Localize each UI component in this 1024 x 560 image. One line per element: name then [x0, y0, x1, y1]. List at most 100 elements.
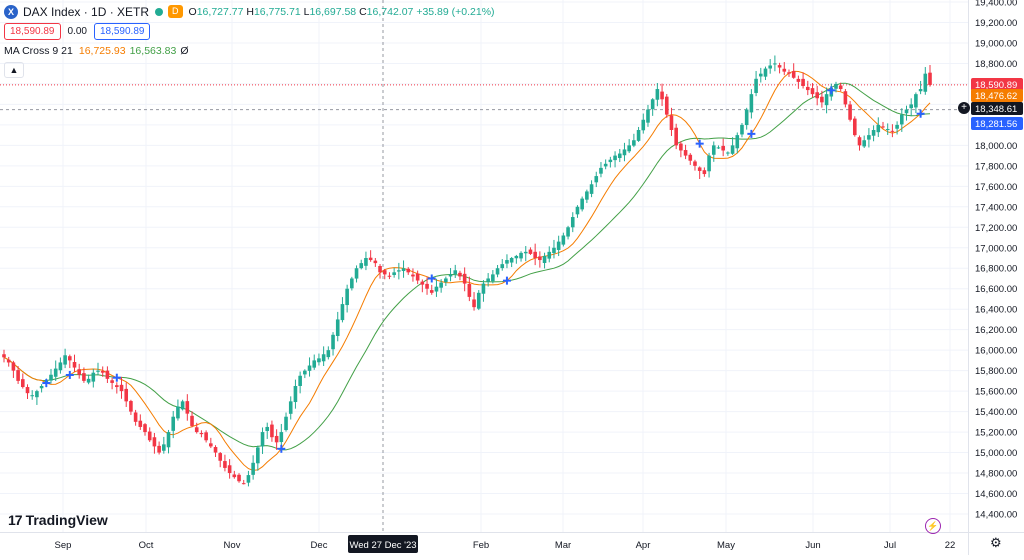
candle-body	[425, 283, 429, 289]
candle-body	[58, 362, 63, 371]
gear-icon[interactable]: ⚙	[990, 535, 1002, 550]
price-label-fast_ma: 18,476.62	[975, 91, 1017, 102]
candle-body	[928, 72, 932, 85]
price-label-box	[971, 89, 1023, 102]
candle-body	[815, 92, 819, 99]
candle-body	[857, 137, 862, 146]
candle-body	[16, 370, 20, 381]
price-label-box	[971, 102, 1023, 115]
symbol-row: X DAX Index · 1D · XETR D O16,727.77 H16…	[4, 3, 495, 20]
status-badge: D	[168, 5, 183, 18]
candle-body	[824, 94, 829, 106]
candle-body	[683, 150, 688, 156]
candle-body	[359, 263, 364, 269]
buy-button[interactable]: 18,590.89	[93, 23, 151, 40]
indicator-label[interactable]: MA Cross 9 21	[4, 44, 73, 57]
candle-body	[570, 217, 575, 228]
candle-body	[787, 72, 791, 74]
candle-body	[162, 444, 166, 451]
candle-body	[96, 370, 100, 372]
bolt-icon[interactable]: ⚡	[925, 518, 941, 534]
fast-ma-path	[3, 70, 931, 471]
candle-body	[852, 118, 857, 136]
symbol-name[interactable]: DAX Index · 1D · XETR	[23, 4, 150, 19]
time-tick-label: Mar	[555, 540, 571, 551]
candle-body	[406, 268, 411, 273]
price-tick-label: 19,000.00	[975, 38, 1017, 49]
candle-body	[133, 412, 138, 422]
candle-body	[2, 354, 6, 358]
candle-body	[561, 235, 566, 245]
candle-body	[11, 362, 16, 371]
candle-body	[782, 68, 787, 72]
candle-body	[481, 283, 486, 294]
candle-body	[538, 256, 542, 261]
price-tick-label: 19,200.00	[975, 18, 1017, 29]
cross-markers	[42, 86, 925, 453]
candle-body	[350, 278, 354, 289]
candle-body	[491, 274, 495, 282]
candle-body	[580, 198, 584, 210]
candle-body	[392, 272, 396, 276]
candle-body	[119, 384, 124, 392]
candle-body	[6, 359, 11, 363]
candle-body	[660, 91, 664, 100]
price-axis[interactable]: 14,400.00 14,600.00 14,800.00 15,000.00 15,2…	[968, 0, 1024, 532]
candle-body	[523, 251, 528, 254]
sell-button[interactable]: 18,590.89	[4, 23, 61, 40]
candle-body	[105, 370, 110, 379]
candle-body	[650, 99, 655, 110]
candlestick-chart[interactable]	[0, 0, 968, 532]
candle-body	[467, 283, 472, 297]
candle-body	[726, 152, 730, 154]
chevron-up-icon[interactable]: ▲	[4, 62, 24, 78]
candle-body	[68, 356, 72, 361]
candle-body	[331, 334, 335, 350]
price-label-crosshair: 18,348.61	[975, 104, 1017, 115]
candle-body	[848, 104, 852, 120]
candle-body	[754, 78, 758, 93]
candle-body	[758, 73, 763, 77]
crosshair-date-box	[348, 535, 418, 553]
crosshair	[0, 0, 968, 532]
candle-body	[627, 145, 631, 152]
candle-body	[871, 130, 876, 136]
indicator-row[interactable]: MA Cross 9 21 16,725.93 16,563.83 Ø	[4, 42, 495, 59]
candle-body	[82, 373, 86, 381]
candle-body	[265, 426, 270, 431]
candle-body	[914, 94, 918, 108]
time-axis[interactable]: Sep Oct Nov Dec Feb Mar Apr May Jun Jul 22 Wed 27 D…	[0, 532, 968, 555]
candle-body	[664, 96, 669, 115]
price-label-last: 18,590.89	[975, 80, 1017, 91]
slow-ma-value: 16,563.83	[129, 44, 177, 57]
slow-ma-path	[3, 82, 931, 451]
candle-body	[411, 274, 415, 277]
candle-body	[500, 264, 505, 269]
candle-body	[335, 319, 340, 336]
change-value: +35.89 (+0.21%)	[416, 5, 495, 18]
candle-body	[307, 365, 312, 371]
candle-body	[171, 416, 176, 431]
candle-body	[180, 401, 185, 410]
candle-body	[552, 247, 556, 254]
candle-body	[317, 358, 321, 363]
candle-body	[63, 355, 67, 365]
candle-body	[298, 375, 302, 386]
candle-body	[378, 265, 382, 273]
time-tick-label: Dec	[311, 540, 328, 551]
candle-body	[556, 241, 561, 250]
candle-body	[373, 260, 378, 264]
candle-body	[566, 227, 570, 237]
tradingview-logo[interactable]: 17 TradingView	[8, 512, 108, 528]
market-status-dot	[155, 7, 164, 16]
price-tick-label: 18,000.00	[975, 141, 1017, 152]
candle-body	[773, 63, 777, 65]
add-alert-icon[interactable]: +	[958, 102, 970, 114]
candle-body	[458, 272, 462, 277]
candle-body	[509, 258, 514, 263]
price-tick-label: 17,000.00	[975, 243, 1017, 254]
candle-body	[147, 431, 152, 441]
chart-area[interactable]	[0, 0, 968, 532]
candle-body	[876, 124, 881, 133]
candle-body	[838, 85, 843, 90]
